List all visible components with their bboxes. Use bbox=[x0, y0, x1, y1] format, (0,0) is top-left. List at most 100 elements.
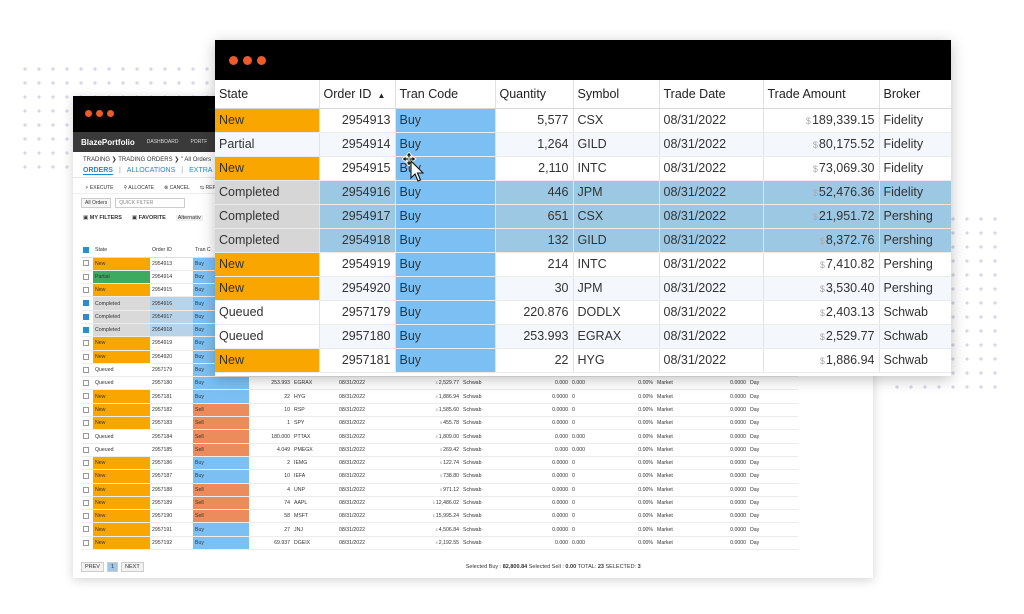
row-select-cell[interactable] bbox=[81, 350, 93, 364]
table-row[interactable]: Queued 2957185 Sell 4.049 PMEGX 08/31/2022 $26… bbox=[81, 443, 798, 457]
window-dot-icon[interactable] bbox=[96, 110, 103, 117]
col-state[interactable]: State bbox=[215, 80, 320, 109]
table-row[interactable]: New 2954920 Buy 30 JPM 08/31/2022 $3,530.40 Per… bbox=[215, 276, 951, 301]
row-checkbox[interactable] bbox=[83, 260, 89, 267]
row-select-cell[interactable] bbox=[81, 257, 93, 271]
col-tran-code[interactable]: Tran Code bbox=[395, 80, 496, 109]
window-dot-icon[interactable] bbox=[85, 110, 92, 117]
row-checkbox[interactable] bbox=[83, 380, 89, 387]
table-row[interactable]: Queued 2957180 Buy 253.993 EGRAX 08/31/2022 $2… bbox=[81, 376, 798, 391]
row-select-cell[interactable] bbox=[81, 416, 93, 431]
table-row[interactable]: New 2957183 Sell 1 SPY 08/31/2022 $455.78 Schwa… bbox=[81, 416, 798, 431]
col-broker[interactable]: Broker bbox=[879, 80, 951, 109]
table-row[interactable]: Queued 2957180 Buy 253.993 EGRAX 08/31/2022 $2… bbox=[215, 324, 951, 349]
table-row[interactable]: New 2957186 Buy 2 IEMG 08/31/2022 $122.74 Schwa… bbox=[81, 456, 798, 471]
row-select-cell[interactable] bbox=[81, 429, 93, 444]
sort-ascending-icon[interactable]: ▲ bbox=[377, 90, 386, 100]
alternative-filter[interactable]: Alternativ bbox=[175, 214, 203, 221]
my-filters-button[interactable]: ▣ MY FILTERS bbox=[83, 214, 122, 221]
row-select-cell[interactable] bbox=[81, 323, 93, 338]
row-select-cell[interactable] bbox=[81, 336, 93, 351]
row-checkbox[interactable] bbox=[83, 393, 89, 400]
row-select-cell[interactable] bbox=[81, 363, 93, 378]
row-select-cell[interactable] bbox=[81, 536, 93, 551]
row-checkbox[interactable] bbox=[83, 499, 89, 506]
table-row[interactable]: Completed 2954917 Buy 651 CSX 08/31/2022 $21,9… bbox=[215, 204, 951, 229]
row-select-cell[interactable] bbox=[81, 389, 93, 404]
row-checkbox[interactable] bbox=[83, 486, 89, 493]
col-trade-date[interactable]: Trade Date bbox=[659, 80, 764, 109]
nav-dashboard[interactable]: DASHBOARD bbox=[146, 139, 179, 145]
row-checkbox[interactable] bbox=[83, 459, 89, 466]
col-order-id[interactable]: Order ID bbox=[150, 244, 193, 258]
table-row[interactable]: Partial 2954914 Buy 1,264 GILD 08/31/2022 $80,… bbox=[215, 132, 951, 157]
favorite-button[interactable]: ▣ FAVORITE bbox=[131, 214, 166, 221]
select-all-checkbox[interactable] bbox=[83, 247, 89, 254]
row-select-cell[interactable] bbox=[81, 296, 93, 311]
page-1-button[interactable]: 1 bbox=[106, 562, 119, 572]
row-checkbox[interactable] bbox=[83, 313, 89, 320]
table-row[interactable]: Completed 2954918 Buy 132 GILD 08/31/2022 $8,3… bbox=[215, 228, 951, 253]
row-checkbox[interactable] bbox=[83, 326, 89, 333]
row-select-cell[interactable] bbox=[81, 283, 93, 298]
row-checkbox[interactable] bbox=[83, 287, 89, 294]
row-select-cell[interactable] bbox=[81, 310, 93, 324]
row-checkbox[interactable] bbox=[83, 420, 89, 427]
table-row[interactable]: New 2957188 Sell 4 UNP 08/31/2022 $971.12 Schwa… bbox=[81, 483, 798, 497]
select-all-header[interactable] bbox=[81, 244, 93, 258]
allocate-button[interactable]: ⚲ ALLOCATE bbox=[123, 184, 155, 191]
row-select-cell[interactable] bbox=[81, 496, 93, 511]
row-select-cell[interactable] bbox=[81, 403, 93, 418]
table-row[interactable]: Completed 2954916 Buy 446 JPM 08/31/2022 $52,4… bbox=[215, 180, 951, 205]
table-row[interactable]: New 2954915 Buy 2,110 INTC 08/31/2022 $73,069.… bbox=[215, 156, 951, 181]
next-page-button[interactable]: NEXT bbox=[121, 562, 144, 572]
row-checkbox[interactable] bbox=[83, 273, 89, 280]
row-select-cell[interactable] bbox=[81, 456, 93, 471]
window-dot-icon[interactable] bbox=[257, 56, 266, 65]
table-row[interactable]: New 2957181 Buy 22 HYG 08/31/2022 $1,886.94 Sch… bbox=[215, 348, 951, 373]
col-state[interactable]: State bbox=[93, 244, 150, 258]
table-row[interactable]: New 2957187 Buy 10 IEFA 08/31/2022 $738.80 Schw… bbox=[81, 469, 798, 484]
row-checkbox[interactable] bbox=[83, 539, 89, 546]
table-row[interactable]: New 2957191 Buy 27 JNJ 08/31/2022 $4,506.84 Sch… bbox=[81, 522, 798, 537]
quick-filter-input[interactable]: QUICK FILTER bbox=[115, 197, 186, 208]
row-select-cell[interactable] bbox=[81, 443, 93, 457]
row-select-cell[interactable] bbox=[81, 376, 93, 391]
row-select-cell[interactable] bbox=[81, 270, 93, 285]
row-checkbox[interactable] bbox=[83, 433, 89, 440]
execute-button[interactable]: ⚡ EXECUTE bbox=[85, 184, 114, 191]
row-checkbox[interactable] bbox=[83, 353, 89, 360]
table-row[interactable]: New 2954913 Buy 5,577 CSX 08/31/2022 $189,339.… bbox=[215, 108, 951, 133]
tab-extra[interactable]: EXTRA bbox=[189, 167, 213, 174]
row-checkbox[interactable] bbox=[83, 513, 89, 520]
col-order-id[interactable]: Order ID ▲ bbox=[319, 80, 396, 109]
row-checkbox[interactable] bbox=[83, 406, 89, 413]
table-row[interactable]: New 2957189 Sell 74 AAPL 08/31/2022 $12,486.02… bbox=[81, 496, 798, 511]
tab-orders[interactable]: ORDERS bbox=[83, 166, 113, 175]
row-checkbox[interactable] bbox=[83, 473, 89, 480]
app-logo[interactable]: BlazePortfolio bbox=[81, 137, 135, 147]
table-row[interactable]: New 2957181 Buy 22 HYG 08/31/2022 $1,886.94 Sch… bbox=[81, 389, 798, 404]
window-dot-icon[interactable] bbox=[107, 110, 114, 117]
table-row[interactable]: Queued 2957179 Buy 220.876 DODLX 08/31/2022 $2… bbox=[215, 300, 951, 325]
prev-page-button[interactable]: PREV bbox=[81, 562, 104, 572]
col-trade-amount[interactable]: Trade Amount bbox=[763, 80, 880, 109]
col-symbol[interactable]: Symbol bbox=[573, 80, 660, 109]
row-checkbox[interactable] bbox=[83, 526, 89, 533]
replace-button[interactable]: ⇆ REP bbox=[199, 184, 216, 191]
row-checkbox[interactable] bbox=[83, 300, 89, 307]
row-checkbox[interactable] bbox=[83, 446, 89, 453]
row-select-cell[interactable] bbox=[81, 522, 93, 537]
window-dot-icon[interactable] bbox=[229, 56, 238, 65]
row-checkbox[interactable] bbox=[83, 340, 89, 347]
table-row[interactable]: New 2957182 Sell 10 RSP 08/31/2022 $1,585.60 Sc… bbox=[81, 403, 798, 418]
row-select-cell[interactable] bbox=[81, 469, 93, 484]
nav-portfolio[interactable]: PORTF bbox=[190, 139, 208, 145]
table-row[interactable]: New 2954919 Buy 214 INTC 08/31/2022 $7,410.82 P… bbox=[215, 252, 951, 277]
window-dot-icon[interactable] bbox=[243, 56, 252, 65]
row-select-cell[interactable] bbox=[81, 509, 93, 524]
tab-allocations[interactable]: ALLOCATIONS bbox=[126, 167, 176, 174]
row-checkbox[interactable] bbox=[83, 366, 89, 373]
row-select-cell[interactable] bbox=[81, 483, 93, 497]
orders-filter-select[interactable]: All Orders bbox=[81, 197, 112, 208]
